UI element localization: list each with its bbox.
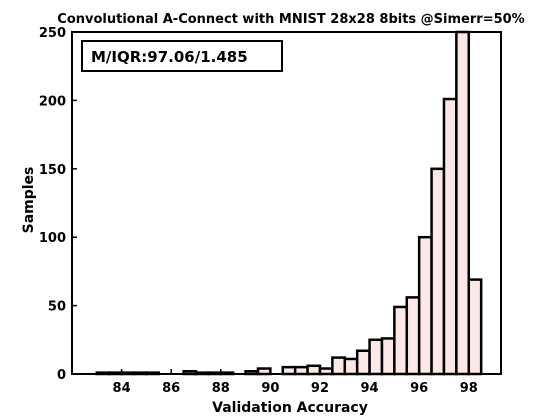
histogram-bar bbox=[281, 365, 297, 376]
y-tick-label: 50 bbox=[48, 300, 66, 315]
histogram-bar bbox=[368, 338, 384, 376]
annotation-box bbox=[81, 40, 283, 72]
annotation-text: M/IQR:97.06/1.485 bbox=[91, 48, 248, 66]
histogram-bar bbox=[417, 235, 433, 376]
histogram-bar bbox=[467, 278, 483, 376]
y-tick-label: 200 bbox=[39, 94, 66, 109]
stats-annotation: M/IQR:97.06/1.485 bbox=[81, 40, 283, 72]
histogram-bar bbox=[380, 337, 396, 376]
histogram-bar bbox=[430, 167, 446, 376]
histogram-bar bbox=[405, 296, 421, 376]
x-tick-label: 96 bbox=[410, 381, 428, 396]
histogram-bar bbox=[306, 364, 322, 376]
x-tick-label: 88 bbox=[212, 381, 230, 396]
x-axis-label: Validation Accuracy bbox=[212, 400, 368, 416]
x-tick-label: 86 bbox=[162, 381, 180, 396]
y-axis-label: Samples bbox=[21, 167, 37, 234]
histogram-bar bbox=[355, 349, 371, 376]
y-tick-label: 150 bbox=[39, 163, 66, 178]
histogram-bar bbox=[455, 30, 471, 376]
x-tick-label: 90 bbox=[261, 381, 279, 396]
histogram-bar bbox=[331, 356, 347, 376]
y-tick-label: 250 bbox=[39, 26, 66, 41]
x-tick-label: 98 bbox=[460, 381, 478, 396]
histogram-bar bbox=[343, 357, 359, 376]
x-tick-label: 84 bbox=[113, 381, 131, 396]
chart-title: Convolutional A-Connect with MNIST 28x28… bbox=[57, 12, 524, 27]
plot-frame bbox=[71, 31, 502, 375]
y-tick-label: 100 bbox=[39, 231, 66, 246]
bars-layer bbox=[95, 30, 483, 376]
y-tick-label: 0 bbox=[57, 368, 66, 383]
histogram-bar bbox=[393, 305, 409, 376]
histogram-bar bbox=[442, 97, 458, 376]
histogram-bar bbox=[293, 365, 309, 376]
x-tick-label: 94 bbox=[361, 381, 379, 396]
x-tick-label: 92 bbox=[311, 381, 329, 396]
